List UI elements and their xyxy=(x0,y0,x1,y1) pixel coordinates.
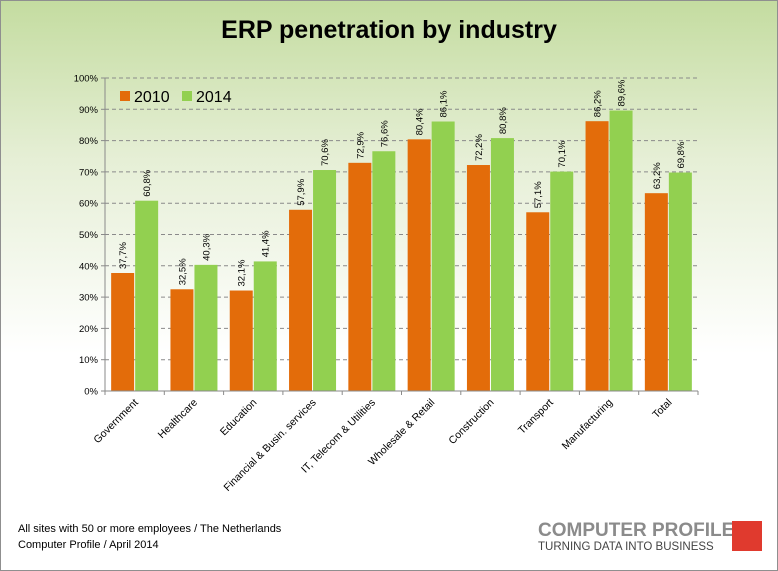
y-tick-label: 60% xyxy=(79,199,99,210)
bar-2010-9 xyxy=(644,193,668,391)
y-tick-label: 50% xyxy=(79,230,99,241)
bar-2014-1 xyxy=(194,264,218,391)
bar-2010-2 xyxy=(229,290,253,391)
data-label: 69,8% xyxy=(676,141,687,168)
bar-2010-3 xyxy=(289,209,313,391)
x-category-label: Wholesale & Retail xyxy=(366,397,437,468)
data-label: 32,5% xyxy=(177,258,188,285)
data-label: 70,6% xyxy=(320,139,331,166)
footer-line-2: Computer Profile / April 2014 xyxy=(18,539,159,551)
bar-2014-7 xyxy=(550,171,574,391)
logo-tagline: TURNING DATA INTO BUSINESS xyxy=(538,541,714,553)
y-tick-label: 10% xyxy=(79,355,99,366)
logo-square-icon xyxy=(732,521,762,551)
legend: 2010 2014 xyxy=(120,89,232,106)
data-label: 40,3% xyxy=(201,233,212,260)
data-label: 80,8% xyxy=(498,107,509,134)
x-category-label: Manufacturing xyxy=(560,397,616,453)
footer-line-1: All sites with 50 or more employees / Th… xyxy=(18,523,282,535)
y-tick-label: 100% xyxy=(74,74,99,85)
x-category-label: Government xyxy=(91,397,140,446)
chart-title: ERP penetration by industry xyxy=(221,16,557,44)
y-tick-label: 90% xyxy=(79,105,99,116)
legend-swatch-2010 xyxy=(120,91,130,101)
legend-label-2014: 2014 xyxy=(196,89,232,106)
bar-2010-7 xyxy=(526,212,550,391)
bar-2014-8 xyxy=(609,110,633,391)
grid-layer xyxy=(105,77,698,361)
data-label: 57,9% xyxy=(296,178,307,205)
bar-2014-9 xyxy=(668,172,692,391)
x-category-label: Total xyxy=(650,397,674,421)
bar-2014-5 xyxy=(431,121,455,391)
bar-2014-3 xyxy=(313,170,337,391)
bar-2014-6 xyxy=(490,138,514,391)
data-label: 86,2% xyxy=(593,90,604,117)
x-category-label: Education xyxy=(218,397,260,439)
data-label: 41,4% xyxy=(261,230,272,257)
data-label: 76,6% xyxy=(379,120,390,147)
legend-label-2010: 2010 xyxy=(134,89,170,106)
data-label: 32,1% xyxy=(237,259,248,286)
x-category-label: Healthcare xyxy=(156,397,201,442)
bar-2014-2 xyxy=(253,261,277,391)
data-label: 72,9% xyxy=(355,131,366,158)
data-label: 57,1% xyxy=(533,181,544,208)
data-label: 89,6% xyxy=(617,79,628,106)
x-category-label: Transport xyxy=(516,397,556,437)
y-tick-label: 30% xyxy=(79,293,99,304)
data-label: 72,2% xyxy=(474,134,485,161)
data-label: 37,7% xyxy=(118,242,129,269)
bar-2010-5 xyxy=(407,139,431,391)
bar-2010-8 xyxy=(585,121,609,391)
bar-2010-6 xyxy=(466,165,490,391)
bar-2014-0 xyxy=(135,200,159,391)
legend-swatch-2014 xyxy=(182,91,192,101)
x-category-label: Construction xyxy=(446,397,496,447)
data-label: 70,1% xyxy=(557,140,568,167)
logo-name: COMPUTER PROFILE xyxy=(538,520,735,541)
data-label: 80,4% xyxy=(415,108,426,135)
y-tick-label: 70% xyxy=(79,167,99,178)
y-tick-label: 40% xyxy=(79,261,99,272)
y-tick-label: 80% xyxy=(79,136,99,147)
bar-2010-0 xyxy=(111,272,135,391)
data-label: 60,8% xyxy=(142,169,153,196)
bar-2010-1 xyxy=(170,289,194,391)
bar-2010-4 xyxy=(348,162,372,391)
data-label: 63,2% xyxy=(652,162,663,189)
bar-2014-4 xyxy=(372,151,396,391)
y-tick-label: 0% xyxy=(84,387,98,398)
y-tick-label: 20% xyxy=(79,324,99,335)
bars-layer: 37,7% 32,5% 32,1% 57,9% 72,9% 80,4% 72,2% 57,1%… xyxy=(111,79,692,391)
footer-note: All sites with 50 or more employees / Th… xyxy=(18,521,281,553)
data-label: 86,1% xyxy=(439,90,450,117)
company-logo: COMPUTER PROFILE TURNING DATA INTO BUSIN… xyxy=(538,520,764,553)
